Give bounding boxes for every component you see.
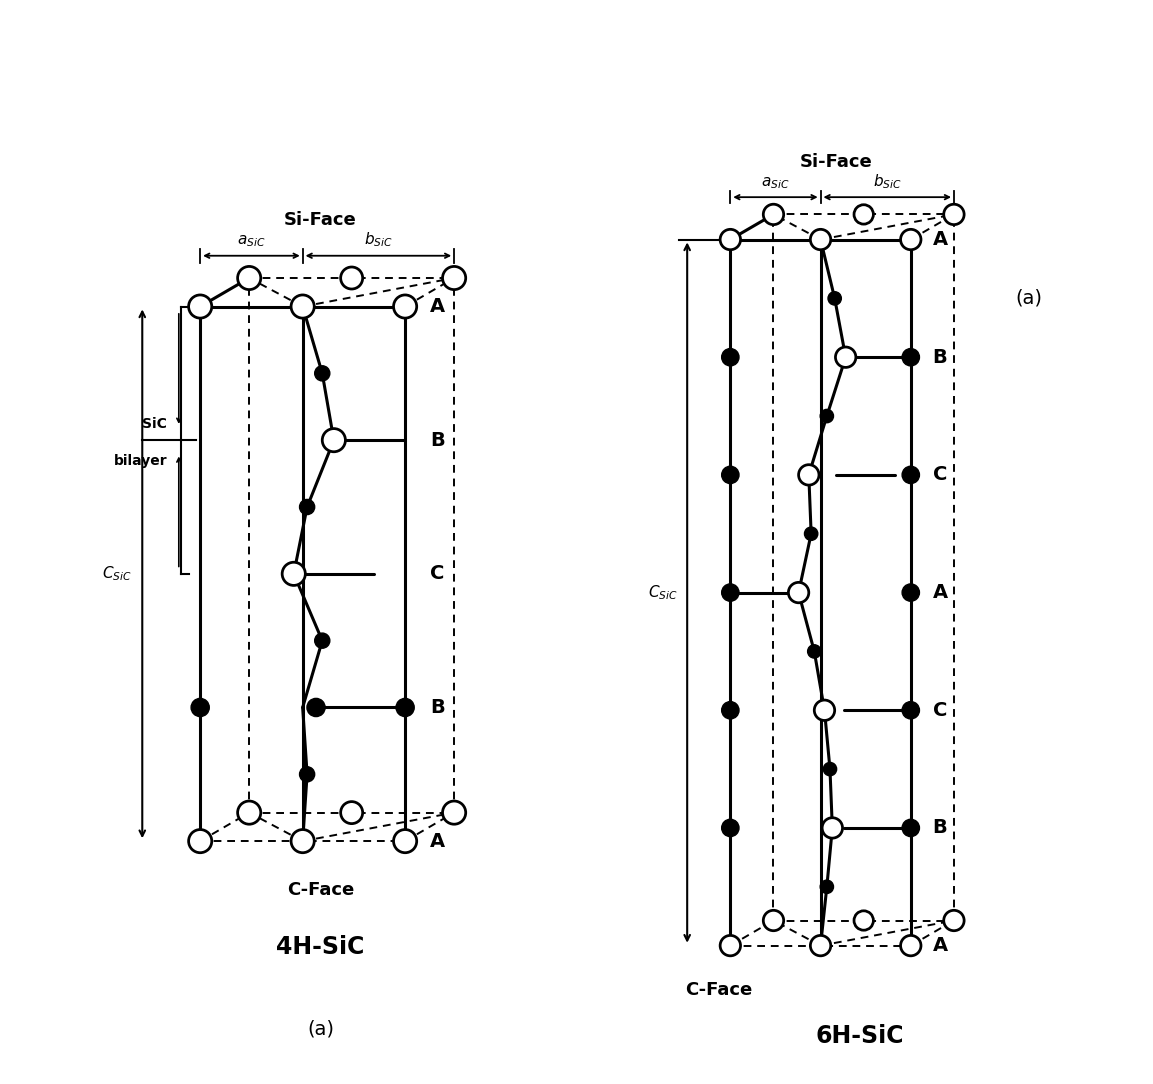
Text: (a): (a) [307,1019,334,1038]
Circle shape [836,347,856,367]
Text: Si-Face: Si-Face [284,211,356,229]
Circle shape [763,911,784,931]
Circle shape [811,935,831,956]
Text: C: C [430,565,444,583]
Circle shape [191,698,210,717]
Text: A: A [430,831,445,851]
Circle shape [722,466,739,483]
Circle shape [902,349,919,366]
Circle shape [393,829,416,853]
Circle shape [820,880,834,893]
Circle shape [238,267,261,289]
Circle shape [722,820,739,837]
Circle shape [315,633,330,648]
Text: C: C [933,700,947,720]
Circle shape [900,935,921,956]
Text: C-Face: C-Face [287,881,354,900]
Circle shape [291,829,315,853]
Circle shape [944,911,964,931]
Circle shape [721,230,740,249]
Text: B: B [430,698,445,717]
Circle shape [189,829,212,853]
Circle shape [307,698,325,717]
Circle shape [902,701,919,719]
Text: $a_{SiC}$: $a_{SiC}$ [761,176,790,191]
Circle shape [828,292,842,305]
Text: B: B [933,348,948,366]
Circle shape [811,230,831,249]
Circle shape [315,365,330,380]
Text: C: C [933,465,947,485]
Circle shape [282,563,306,585]
Circle shape [820,410,834,423]
Circle shape [393,295,416,318]
Circle shape [822,817,843,838]
Circle shape [722,349,739,366]
Text: A: A [933,583,948,602]
Circle shape [443,801,466,824]
Text: $C_{SiC}$: $C_{SiC}$ [101,565,131,583]
Text: B: B [933,818,948,838]
Circle shape [763,204,784,224]
Circle shape [722,584,739,602]
Text: B: B [430,430,445,450]
Text: $a_{SiC}$: $a_{SiC}$ [238,233,265,248]
Circle shape [823,762,837,776]
Circle shape [814,700,835,721]
Circle shape [944,204,964,224]
Text: (a): (a) [1015,288,1042,308]
Circle shape [340,801,363,824]
Circle shape [902,584,919,602]
Text: A: A [933,937,948,955]
Circle shape [854,911,873,930]
Text: Si-Face: Si-Face [800,153,873,171]
Circle shape [721,935,740,956]
Text: bilayer: bilayer [114,453,167,467]
Text: 6H-SiC: 6H-SiC [815,1024,904,1048]
Circle shape [799,465,819,486]
Circle shape [322,428,346,452]
Circle shape [340,267,363,289]
Text: A: A [430,297,445,317]
Circle shape [443,267,466,289]
Circle shape [300,766,315,782]
Text: SiC: SiC [142,417,167,431]
Circle shape [189,295,212,318]
Circle shape [902,466,919,483]
Circle shape [789,582,808,603]
Circle shape [902,820,919,837]
Circle shape [300,500,315,515]
Circle shape [238,801,261,824]
Circle shape [807,645,821,658]
Text: C-Face: C-Face [685,981,752,999]
Circle shape [291,295,315,318]
Text: $C_{SiC}$: $C_{SiC}$ [648,583,678,602]
Circle shape [805,527,817,541]
Text: 4H-SiC: 4H-SiC [277,934,364,958]
Circle shape [854,205,873,224]
Text: $b_{SiC}$: $b_{SiC}$ [364,230,393,248]
Text: $b_{SiC}$: $b_{SiC}$ [873,172,902,191]
Circle shape [722,701,739,719]
Circle shape [395,698,414,717]
Circle shape [900,230,921,249]
Text: A: A [933,230,948,249]
